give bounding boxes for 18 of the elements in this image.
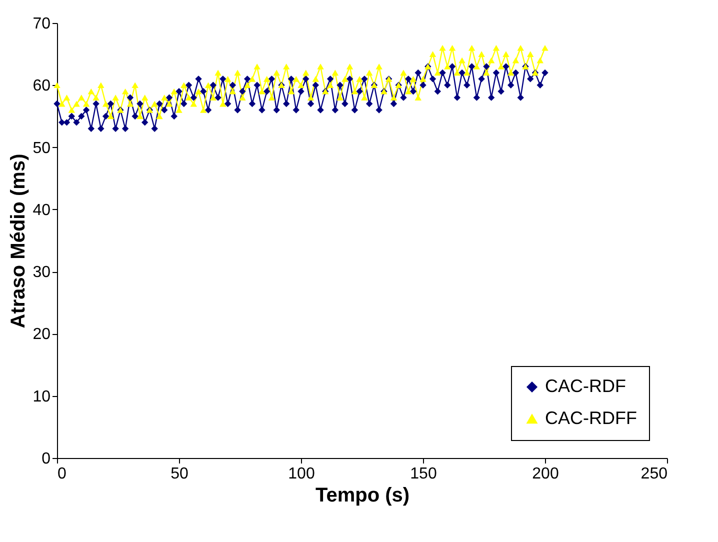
- x-tick-label: 0: [58, 466, 66, 482]
- x-tick-label: 50: [170, 466, 188, 482]
- x-tick-label: 250: [640, 466, 668, 482]
- y-tick-label: 0: [42, 450, 51, 468]
- legend-label: CAC-RDF: [545, 376, 626, 396]
- legend-label: CAC-RDFF: [545, 408, 637, 428]
- x-tick-label: 150: [410, 466, 437, 482]
- y-tick-label: 10: [32, 388, 51, 406]
- x-tick-label: 200: [532, 466, 559, 482]
- y-tick-label: 20: [32, 326, 51, 344]
- y-tick-label: 40: [32, 202, 51, 219]
- y-axis-title: Atraso Médio (ms): [8, 154, 30, 328]
- y-tick-label: 60: [32, 78, 51, 95]
- x-tick-label: 100: [288, 466, 315, 482]
- y-tick-label: 50: [32, 140, 51, 157]
- y-tick-label: 30: [32, 264, 51, 282]
- x-axis-title: Tempo (s): [315, 484, 410, 506]
- y-tick-label: 70: [32, 16, 51, 32]
